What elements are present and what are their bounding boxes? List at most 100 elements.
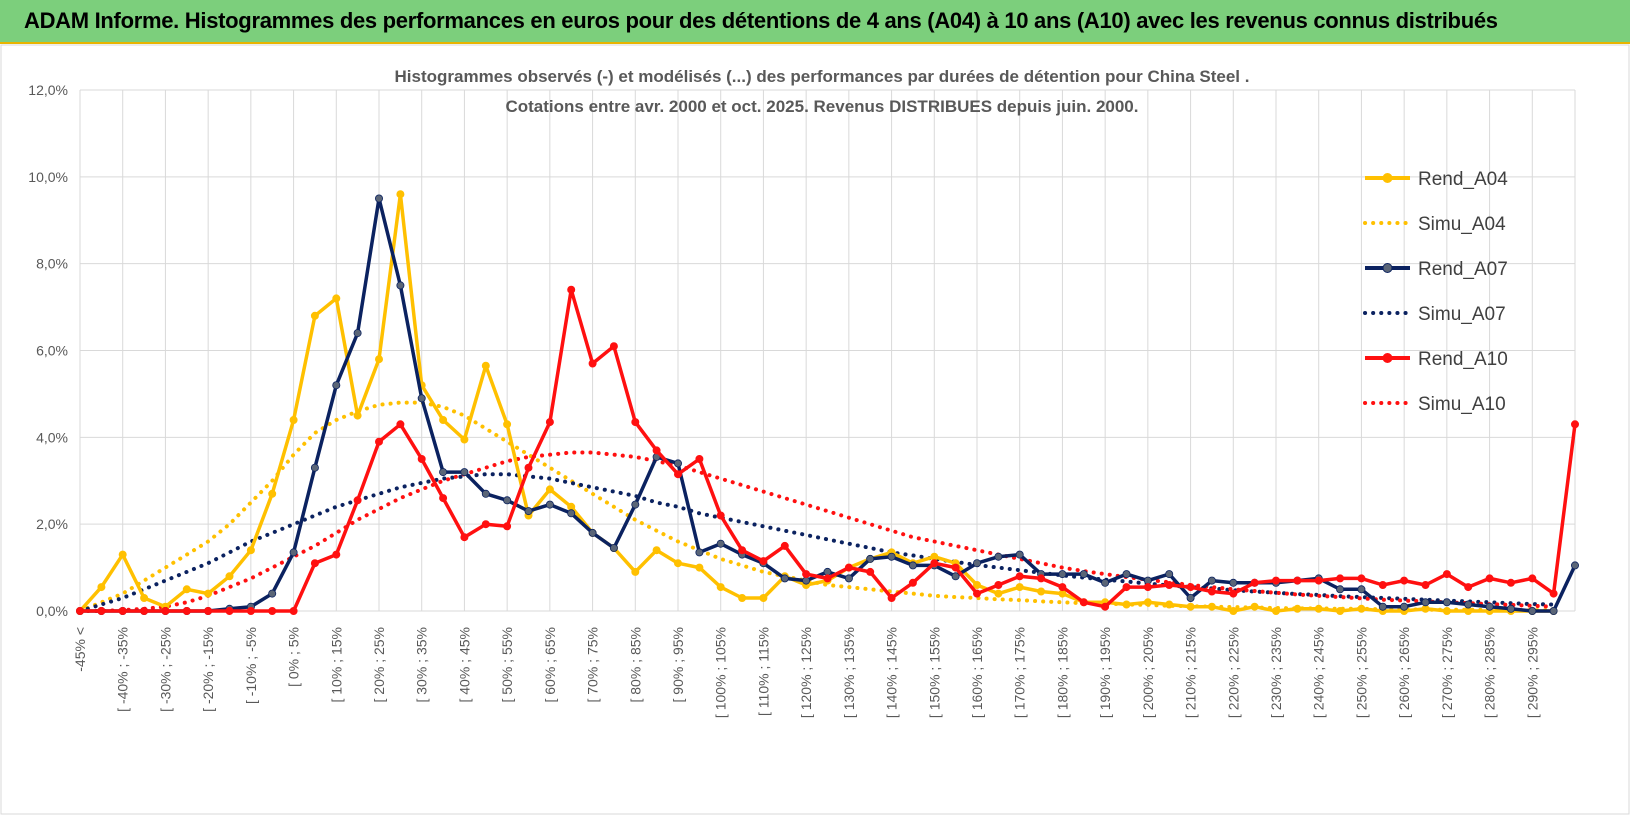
- series-line-simu-a07: [78, 472, 1556, 613]
- data-point-rend-a10: [1037, 574, 1046, 583]
- data-point-rend-a10: [844, 563, 853, 572]
- data-point-rend-a10: [1336, 574, 1345, 583]
- data-point-rend-a04: [460, 435, 469, 444]
- data-point-rend-a04: [268, 489, 277, 498]
- x-tick-label: [ -40% ; -35%: [115, 627, 131, 712]
- data-point-rend-a10: [545, 418, 554, 427]
- x-tick-label: [ 0% ; 5%: [286, 627, 302, 687]
- data-point-rend-a04: [396, 190, 405, 199]
- data-point-rend-a04: [994, 589, 1003, 598]
- data-point-rend-a10: [396, 420, 405, 429]
- data-point-rend-a07: [1015, 550, 1024, 559]
- data-point-rend-a10: [1485, 574, 1494, 583]
- data-point-rend-a10: [353, 496, 362, 505]
- data-point-rend-a07: [332, 381, 341, 390]
- x-tick-label: [ 280% ; 285%: [1482, 627, 1498, 718]
- data-point-rend-a07: [695, 548, 704, 557]
- y-tick-label: 0,0%: [36, 603, 68, 619]
- data-point-rend-a04: [716, 583, 725, 592]
- data-point-rend-a07: [973, 559, 982, 568]
- data-point-rend-a07: [1464, 600, 1473, 609]
- y-tick-label: 6,0%: [36, 343, 68, 359]
- data-point-rend-a07: [1207, 576, 1216, 585]
- x-tick-label: [ -30% ; -25%: [157, 627, 173, 712]
- data-point-rend-a04: [439, 415, 448, 424]
- data-point-rend-a07: [1336, 585, 1345, 594]
- data-point-rend-a07: [674, 459, 683, 468]
- data-point-rend-a04: [674, 559, 683, 568]
- data-point-rend-a07: [268, 589, 277, 598]
- x-tick-label: [ 40% ; 45%: [456, 627, 472, 703]
- data-point-rend-a10: [1293, 576, 1302, 585]
- x-tick-label: [ 220% ; 225%: [1225, 627, 1241, 718]
- data-point-rend-a10: [1122, 583, 1131, 592]
- data-point-rend-a07: [310, 463, 319, 472]
- legend-label-rend-a04: Rend_A04: [1418, 169, 1508, 190]
- chart-legend: Rend_A04 Simu_A04 Rend_A07 Simu_A07 Rend_A10…: [1363, 169, 1508, 415]
- data-point-rend-a10: [1378, 581, 1387, 590]
- x-tick-label: [ 120% ; 125%: [798, 627, 814, 718]
- legend-marker-rend-a04: [1382, 173, 1393, 183]
- x-tick-label: [ 290% ; 295%: [1524, 627, 1540, 718]
- x-tick-label: [ 70% ; 75%: [585, 627, 601, 703]
- data-point-rend-a04: [738, 594, 747, 603]
- data-point-rend-a10: [1101, 602, 1110, 611]
- data-point-rend-a07: [1400, 602, 1409, 611]
- data-point-rend-a07: [1571, 561, 1580, 570]
- data-point-rend-a04: [1357, 604, 1366, 613]
- data-point-rend-a10: [1506, 578, 1515, 587]
- x-tick-label: [ 60% ; 65%: [542, 627, 558, 703]
- data-point-rend-a07: [524, 507, 533, 516]
- y-tick-label: 8,0%: [36, 256, 68, 272]
- data-point-rend-a10: [268, 607, 277, 616]
- data-point-rend-a07: [545, 500, 554, 509]
- data-point-rend-a10: [310, 559, 319, 568]
- data-point-rend-a07: [1378, 602, 1387, 611]
- data-point-rend-a07: [374, 194, 383, 203]
- data-point-rend-a10: [1250, 578, 1259, 587]
- x-tick-label: [ 80% ; 85%: [627, 627, 643, 703]
- data-point-rend-a10: [994, 581, 1003, 590]
- x-tick-label: -45% <: [72, 627, 88, 672]
- x-tick-label: [ 160% ; 165%: [969, 627, 985, 718]
- y-axis: 0,0% 2,0% 4,0% 6,0% 8,0% 10,0% 12,0%: [28, 82, 68, 619]
- data-point-rend-a10: [161, 607, 170, 616]
- x-tick-label: [ 180% ; 185%: [1054, 627, 1070, 718]
- data-point-rend-a07: [908, 561, 917, 570]
- x-tick-label: [ 30% ; 35%: [414, 627, 430, 703]
- data-point-rend-a10: [524, 463, 533, 472]
- data-point-rend-a10: [1186, 583, 1195, 592]
- data-point-rend-a04: [204, 589, 213, 598]
- data-point-rend-a10: [780, 541, 789, 550]
- data-point-rend-a07: [1357, 585, 1366, 594]
- data-point-rend-a04: [289, 415, 298, 424]
- data-point-rend-a10: [716, 511, 725, 520]
- data-point-rend-a10: [567, 285, 576, 294]
- legend-label-simu-a10: Simu_A10: [1418, 394, 1506, 415]
- data-point-rend-a10: [588, 359, 597, 368]
- data-point-rend-a04: [1143, 598, 1152, 607]
- legend-marker-rend-a10: [1382, 353, 1393, 363]
- data-point-rend-a10: [1079, 598, 1088, 607]
- x-tick-label: [ 110% ; 115%: [755, 627, 771, 716]
- data-point-rend-a10: [1143, 583, 1152, 592]
- x-tick-label: [ 20% ; 25%: [371, 627, 387, 703]
- x-tick-label: [ 200% ; 205%: [1140, 627, 1156, 718]
- data-point-rend-a10: [951, 563, 960, 572]
- x-tick-label: [ 240% ; 245%: [1311, 627, 1327, 718]
- legend-label-rend-a07: Rend_A07: [1418, 259, 1508, 280]
- x-tick-label: [ 170% ; 175%: [1012, 627, 1028, 718]
- data-point-rend-a10: [439, 494, 448, 503]
- data-point-rend-a10: [759, 557, 768, 566]
- data-point-rend-a10: [1314, 576, 1323, 585]
- data-point-rend-a10: [866, 567, 875, 576]
- data-point-rend-a07: [1101, 578, 1110, 587]
- data-point-rend-a04: [1037, 587, 1046, 596]
- data-point-rend-a10: [652, 446, 661, 455]
- y-tick-label: 4,0%: [36, 429, 68, 445]
- data-point-rend-a10: [1207, 587, 1216, 596]
- data-point-rend-a07: [1485, 602, 1494, 611]
- data-point-rend-a10: [76, 607, 85, 616]
- data-point-rend-a07: [1229, 578, 1238, 587]
- legend-label-simu-a07: Simu_A07: [1418, 304, 1506, 325]
